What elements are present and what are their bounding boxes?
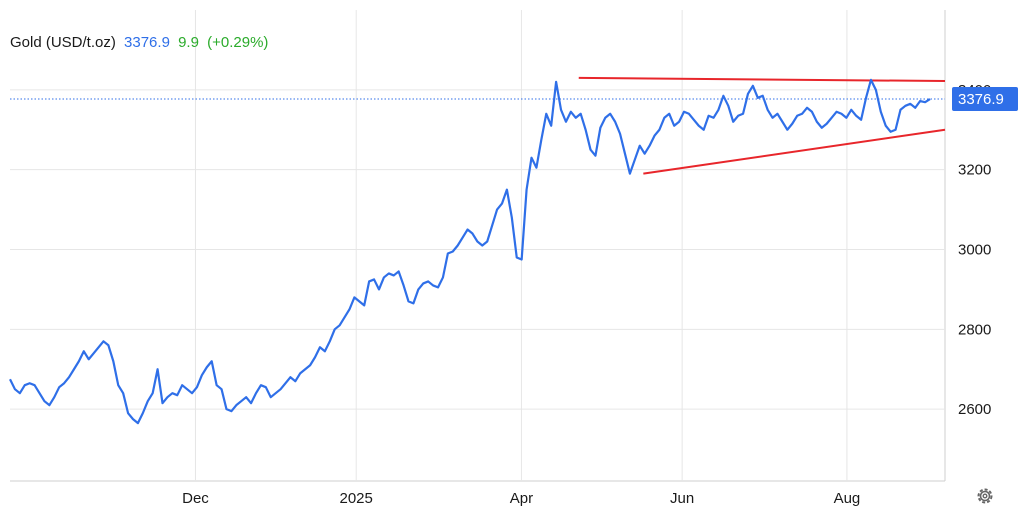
y-tick-label: 3200 [958, 162, 991, 179]
trendlines [578, 76, 946, 175]
instrument-price: 3376.9 [124, 34, 170, 51]
instrument-change-pct: (+0.29%) [207, 34, 269, 51]
last-price-tag: 3376.9 [952, 87, 1018, 112]
last-price-tag-text: 3376.9 [958, 91, 1004, 108]
last-price-tag-box [952, 87, 1018, 112]
y-axis: 26002800300032003400 [958, 82, 991, 418]
x-axis: Dec 2025 Apr Jun Aug [182, 490, 860, 507]
instrument-name: Gold (USD/t.oz) [10, 34, 116, 51]
x-tick-label: Aug [834, 490, 861, 507]
trendline [578, 76, 946, 83]
price-line [9, 78, 931, 425]
y-tick-label: 2800 [958, 321, 991, 338]
y-tick-label: 2600 [958, 401, 991, 418]
instrument-change: 9.9 [178, 34, 199, 51]
instrument-header: Gold (USD/t.oz) 3376.9 9.9 (+0.29%) [10, 34, 272, 51]
x-tick-label: Jun [670, 490, 694, 507]
trendline [643, 128, 946, 175]
x-tick-label: 2025 [340, 490, 373, 507]
x-tick-label: Dec [182, 490, 209, 507]
x-tick-label: Apr [510, 490, 533, 507]
gear-icon[interactable] [975, 486, 995, 506]
grid-lines [10, 10, 946, 482]
y-tick-label: 3000 [958, 241, 991, 258]
